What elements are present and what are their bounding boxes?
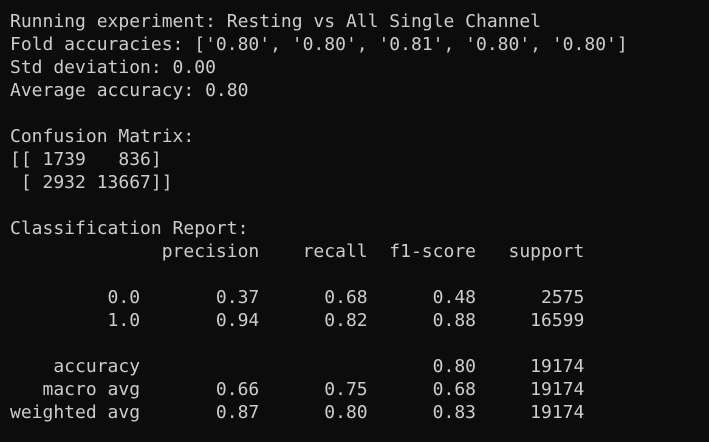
experiment-line: Running experiment: Resting vs All Singl… [10, 11, 542, 32]
std-deviation-line: Std deviation: 0.00 [10, 57, 216, 78]
blank-line [10, 102, 709, 125]
blank-line [10, 332, 709, 355]
report-row: 0.0 0.37 0.68 0.48 2575 [10, 287, 585, 308]
blank-line [10, 263, 709, 286]
confusion-matrix-row: [ 2932 13667]] [10, 172, 173, 193]
confusion-matrix-title: Confusion Matrix: [10, 126, 195, 147]
average-accuracy-line: Average accuracy: 0.80 [10, 80, 249, 101]
classification-report-title: Classification Report: [10, 218, 249, 239]
blank-line [10, 194, 709, 217]
report-row: 1.0 0.94 0.82 0.88 16599 [10, 310, 585, 331]
confusion-matrix-row: [[ 1739 836] [10, 149, 162, 170]
report-weighted-avg-row: weighted avg 0.87 0.80 0.83 19174 [10, 402, 585, 423]
report-macro-avg-row: macro avg 0.66 0.75 0.68 19174 [10, 379, 585, 400]
fold-accuracies-line: Fold accuracies: ['0.80', '0.80', '0.81'… [10, 34, 628, 55]
report-accuracy-row: accuracy 0.80 19174 [10, 356, 585, 377]
report-header: precision recall f1-score support [10, 241, 585, 262]
